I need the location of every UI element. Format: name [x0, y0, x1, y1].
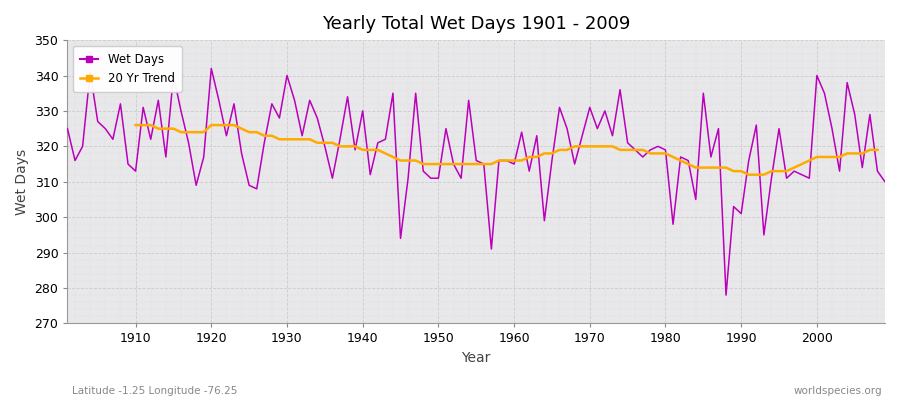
X-axis label: Year: Year: [462, 351, 490, 365]
Y-axis label: Wet Days: Wet Days: [15, 149, 29, 215]
Text: Latitude -1.25 Longitude -76.25: Latitude -1.25 Longitude -76.25: [72, 386, 238, 396]
Title: Yearly Total Wet Days 1901 - 2009: Yearly Total Wet Days 1901 - 2009: [322, 15, 630, 33]
Text: worldspecies.org: worldspecies.org: [794, 386, 882, 396]
Legend: Wet Days, 20 Yr Trend: Wet Days, 20 Yr Trend: [74, 46, 182, 92]
